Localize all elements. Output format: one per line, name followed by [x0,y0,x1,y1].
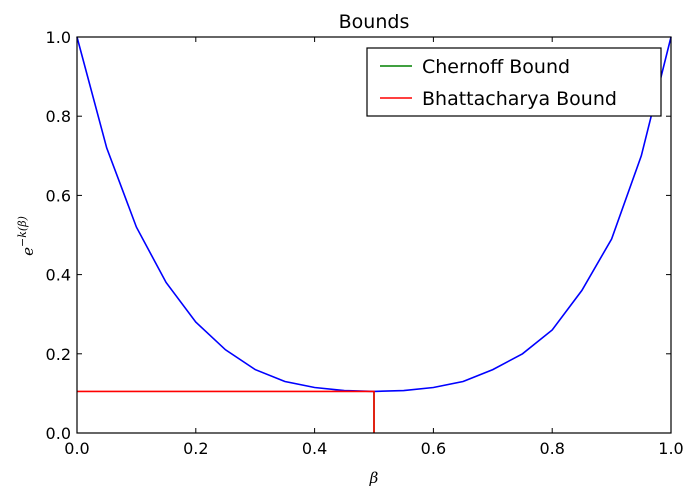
y-tick-label: 0.6 [46,186,71,205]
y-axis-label-base: e [19,247,37,256]
chart-title: Bounds [339,11,410,33]
x-tick-label: 0.0 [64,439,89,458]
series-line-1 [77,390,375,433]
x-tick-label: 0.4 [302,439,327,458]
y-tick-label: 0.4 [46,266,71,285]
axis-layer: 0.0 0.2 0.4 0.6 0.8 1.0 0.0 0.2 0.4 0.6 0.8 1.0 [46,28,684,458]
y-axis-label: e−k(β) [16,216,37,256]
x-tick-label: 0.2 [183,439,208,458]
legend-box [366,47,662,117]
x-tick-label: 1.0 [658,439,683,458]
y-axis-label-exponent: −k(β) [16,216,29,247]
x-axis-label: β [369,469,379,487]
legend: Chernoff Bound Bhattacharya Bound [366,47,662,117]
x-tick-label: 0.6 [421,439,446,458]
x-tick-label: 0.8 [539,439,564,458]
plot-layer [76,36,672,433]
legend-label-1: Bhattacharya Bound [422,88,617,110]
y-tick-label: 0.2 [46,345,71,364]
legend-label-0: Chernoff Bound [422,56,570,78]
plot-frame [76,36,672,434]
y-tick-label: 0.0 [46,424,71,443]
y-tick-label: 1.0 [46,28,71,47]
y-tick-label: 0.8 [46,107,71,126]
